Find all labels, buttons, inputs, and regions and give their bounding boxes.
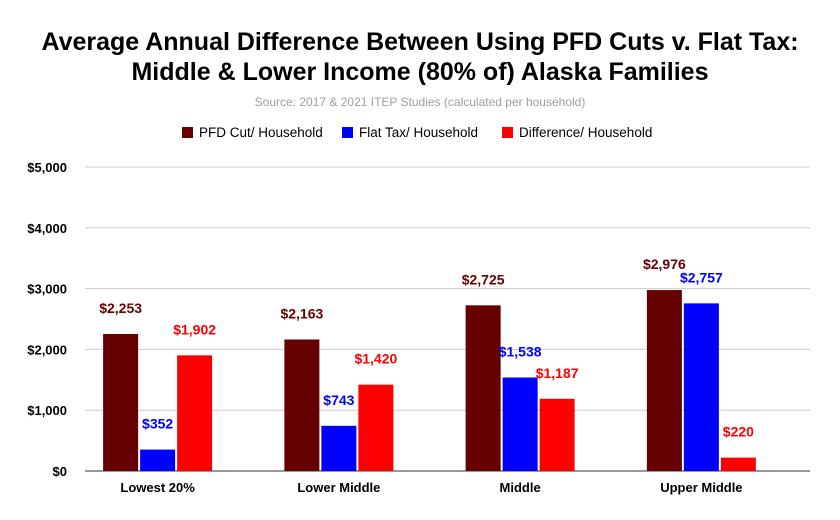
data-label: $2,976 xyxy=(643,256,686,272)
data-label: $2,757 xyxy=(680,269,723,285)
data-label: $1,902 xyxy=(173,321,216,337)
x-tick-label: Lower Middle xyxy=(297,480,380,495)
y-tick-label: $2,000 xyxy=(27,342,67,357)
chart-title-line-2: Middle & Lower Income (80% of) Alaska Fa… xyxy=(131,58,708,86)
data-label: $1,187 xyxy=(536,365,579,381)
bar-2-2 xyxy=(539,398,575,471)
chart-title-line-1: Average Annual Difference Between Using … xyxy=(41,28,798,56)
bar-1-0 xyxy=(140,449,176,471)
data-label: $352 xyxy=(142,416,173,432)
legend-label: Flat Tax/ Household xyxy=(359,125,478,140)
x-tick-label: Middle xyxy=(500,480,541,495)
bar-0-1 xyxy=(284,339,320,471)
data-label: $743 xyxy=(323,392,354,408)
legend-swatch xyxy=(502,127,513,138)
bar-1-3 xyxy=(683,303,719,471)
data-label: $220 xyxy=(723,424,754,440)
chart-subtitle: Source: 2017 & 2021 ITEP Studies (calcul… xyxy=(255,95,586,109)
legend-swatch xyxy=(182,127,193,138)
bars: $2,253 $352 $1,902 Lowest 20% $2,163 $743 $1,4… xyxy=(99,256,756,495)
bar-1-2 xyxy=(502,377,538,471)
legend-label: Difference/ Household xyxy=(519,125,652,140)
data-label: $2,163 xyxy=(280,305,323,321)
bar-0-2 xyxy=(465,305,501,471)
y-tick-label: $3,000 xyxy=(27,282,67,297)
bar-2-0 xyxy=(177,355,213,471)
bar-2-1 xyxy=(358,384,394,471)
gridlines: $0 $1,000 $2,000 $3,000 $4,000 $5,000 xyxy=(27,160,810,479)
y-tick-label: $5,000 xyxy=(27,160,67,175)
bar-0-3 xyxy=(646,290,682,471)
bar-1-1 xyxy=(321,425,357,471)
legend: PFD Cut/ Household Flat Tax/ Household Dif… xyxy=(182,125,652,140)
data-label: $1,420 xyxy=(354,351,397,367)
bar-2-3 xyxy=(720,457,756,471)
data-label: $1,538 xyxy=(499,343,542,359)
legend-label: PFD Cut/ Household xyxy=(199,125,323,140)
y-tick-label: $0 xyxy=(53,464,67,479)
x-tick-label: Lowest 20% xyxy=(120,480,195,495)
bar-0-0 xyxy=(103,334,139,471)
data-label: $2,253 xyxy=(99,300,142,316)
x-tick-label: Upper Middle xyxy=(660,480,742,495)
y-tick-label: $1,000 xyxy=(27,403,67,418)
legend-swatch xyxy=(342,127,353,138)
y-tick-label: $4,000 xyxy=(27,221,67,236)
data-label: $2,725 xyxy=(462,271,505,287)
